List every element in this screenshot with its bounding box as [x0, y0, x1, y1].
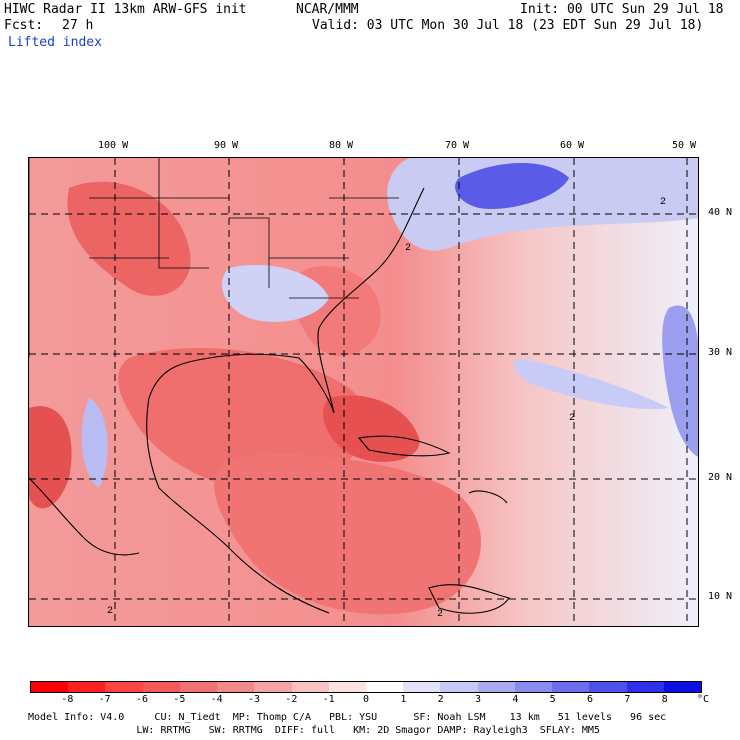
forecast-hour: 27 h: [62, 18, 94, 33]
colorbar-swatch: [142, 682, 180, 692]
colorbar-tick-label: 3: [474, 694, 482, 705]
contour-label: 2: [107, 606, 113, 617]
colorbar-swatch: [589, 682, 627, 692]
lifted-index-map: 2 2 2 2 2: [29, 158, 698, 626]
lon-label: 60 W: [560, 140, 585, 151]
colorbar-swatch: [663, 682, 701, 692]
lon-label: 70 W: [445, 140, 470, 151]
valid-time: Valid: 03 UTC Mon 30 Jul 18 (23 EDT Sun …: [312, 18, 704, 33]
org-label: NCAR/MMM: [296, 2, 359, 17]
colorbar-tick-label: -7: [98, 694, 111, 705]
colorbar-tick-label: -3: [247, 694, 261, 705]
colorbar-swatch: [514, 682, 553, 692]
colorbar-tick-label: 0: [362, 694, 370, 705]
lon-label: 50 W: [672, 140, 697, 151]
colorbar-swatch: [68, 682, 106, 692]
contour-label: 2: [405, 243, 411, 254]
colorbar-tick-label: -4: [210, 694, 223, 705]
lon-label: 80 W: [329, 140, 354, 151]
map-panel: 2 2 2 2 2: [28, 157, 699, 627]
lon-label: 100 W: [98, 140, 129, 151]
colorbar-tick-label: 4: [512, 694, 519, 705]
stable-regions: [81, 158, 698, 488]
colorbar-swatch: [254, 682, 292, 692]
init-time: Init: 00 UTC Sun 29 Jul 18: [520, 2, 724, 17]
coastlines: [29, 187, 510, 614]
colorbar-swatch: [31, 682, 69, 692]
colorbar-swatch: [179, 682, 218, 692]
lat-label: 40 N: [708, 207, 733, 218]
lat-label: 30 N: [708, 347, 733, 358]
contour-label: 2: [437, 609, 443, 620]
colorbar-tick-label: 6: [586, 694, 594, 705]
colorbar-tick-label: -8: [61, 694, 74, 705]
colorbar-unit: °C: [697, 694, 710, 705]
field-name: Lifted index: [8, 35, 102, 50]
colorbar-swatch: [217, 682, 255, 692]
forecast-label: Fcst:: [4, 18, 44, 33]
colorbar-swatch: [105, 682, 143, 692]
unstable-regions: [29, 181, 482, 615]
lon-label: 90 W: [214, 140, 239, 151]
contour-label: 2: [660, 197, 666, 208]
colorbar-tick-label: -1: [322, 694, 335, 705]
state-borders: [29, 158, 399, 358]
colorbar-swatch: [328, 682, 366, 692]
colorbar-tick-label: -6: [135, 694, 149, 705]
colorbar-swatch: [626, 682, 664, 692]
colorbar-swatch: [440, 682, 478, 692]
contour-label: 2: [569, 413, 575, 424]
colorbar-swatch: [365, 682, 404, 692]
colorbar-tick-label: -5: [173, 694, 186, 705]
colorbar-swatch: [403, 682, 441, 692]
colorbar-tick-label: -2: [285, 694, 298, 705]
colorbar-tick-label: 7: [624, 694, 631, 705]
graticule: [29, 158, 698, 626]
lat-label: 10 N: [708, 591, 733, 602]
colorbar-swatch: [552, 682, 590, 692]
colorbar: [30, 681, 702, 693]
colorbar-tick-label: 2: [437, 694, 444, 705]
model-info-line1: Model Info: V4.0 CU: N_Tiedt MP: Thomp C…: [28, 712, 667, 723]
colorbar-tick-label: 5: [549, 694, 556, 705]
colorbar-swatch: [291, 682, 329, 692]
colorbar-tick-label: 8: [661, 694, 668, 705]
model-title: HIWC Radar II 13km ARW-GFS init: [4, 2, 247, 17]
colorbar-tick-label: 1: [400, 694, 407, 705]
colorbar-swatch: [477, 682, 515, 692]
model-info-line2: LW: RRTMG SW: RRTMG DIFF: full KM: 2D Sm…: [28, 725, 600, 736]
lat-label: 20 N: [708, 472, 733, 483]
